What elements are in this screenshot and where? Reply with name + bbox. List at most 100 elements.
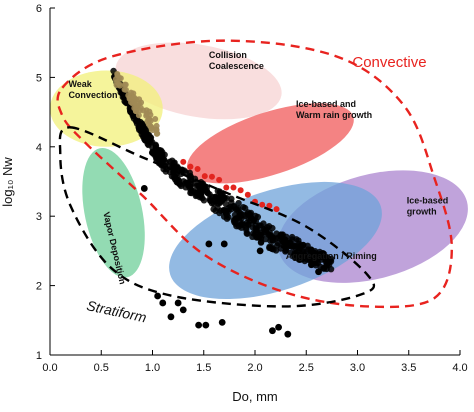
data-point: [152, 115, 159, 122]
data-point: [275, 323, 282, 331]
data-point: [146, 108, 153, 115]
x-tick-label: 2.5: [299, 362, 314, 374]
data-point: [153, 130, 160, 137]
y-tick-label: 1: [36, 350, 42, 362]
data-point: [288, 233, 296, 241]
data-point: [197, 192, 204, 200]
data-point: [308, 246, 315, 254]
data-point: [125, 92, 132, 99]
data-point: [228, 195, 235, 203]
data-point: [223, 184, 230, 191]
data-point: [266, 202, 273, 209]
data-point: [315, 268, 322, 276]
y-tick-label: 6: [36, 3, 42, 15]
data-point: [240, 203, 247, 211]
data-point: [304, 256, 311, 263]
data-point: [129, 100, 136, 107]
data-point: [195, 321, 203, 329]
data-point: [179, 306, 187, 314]
data-point: [146, 137, 153, 144]
data-point: [133, 120, 141, 127]
y-axis-label: log₁₀ Nw: [0, 157, 15, 207]
data-point: [218, 318, 226, 326]
data-point: [206, 195, 214, 203]
data-point: [267, 244, 274, 252]
convective-boundary: [56, 39, 454, 309]
data-point: [286, 242, 294, 249]
data-point: [160, 156, 168, 163]
data-point: [200, 197, 208, 204]
data-point: [243, 230, 250, 237]
data-point: [140, 185, 148, 192]
region-label-1: Weak Convection: [68, 79, 117, 100]
data-point: [131, 94, 138, 101]
x-axis-label: Do, mm: [232, 389, 278, 404]
data-point: [282, 247, 290, 254]
data-point: [160, 165, 167, 173]
data-point: [151, 151, 158, 158]
data-point: [295, 237, 302, 244]
data-point: [136, 96, 143, 103]
data-point: [324, 254, 331, 261]
data-point: [267, 232, 275, 239]
region-ellipse-5: [82, 147, 145, 278]
data-point: [167, 313, 175, 321]
data-point: [187, 163, 194, 170]
x-tick-label: 0.0: [42, 362, 57, 374]
data-point: [297, 243, 305, 250]
data-point: [230, 184, 237, 191]
y-tick-label: 5: [36, 72, 42, 84]
x-tick-label: 0.5: [94, 362, 109, 374]
data-point: [283, 233, 290, 240]
data-point: [277, 232, 284, 240]
data-point: [257, 231, 264, 238]
data-point: [115, 80, 122, 87]
data-point: [237, 187, 244, 194]
y-tick-label: 2: [36, 281, 42, 293]
data-point: [277, 245, 284, 252]
data-point: [212, 207, 219, 215]
data-point: [161, 151, 168, 158]
data-point: [256, 247, 264, 255]
data-point: [175, 177, 182, 184]
data-point: [223, 211, 231, 219]
scatter-points: [110, 67, 335, 338]
data-point: [122, 81, 129, 88]
data-point: [227, 206, 235, 213]
data-point: [174, 299, 182, 307]
region-label-3: Ice-based growth: [407, 196, 449, 217]
data-point: [208, 173, 215, 180]
x-tick-label: 1.0: [145, 362, 160, 374]
region-ellipse-2: [186, 103, 354, 184]
data-point: [159, 299, 167, 307]
data-point: [252, 212, 259, 220]
data-point: [307, 261, 315, 269]
data-point: [292, 250, 300, 258]
data-point: [194, 165, 201, 172]
data-point: [201, 173, 208, 180]
data-point: [236, 218, 243, 225]
data-point: [323, 265, 330, 273]
data-point: [155, 147, 162, 154]
data-point: [122, 86, 129, 93]
x-tick-label: 2.0: [247, 362, 262, 374]
data-point: [237, 213, 244, 220]
axes: 0.0 0.5 1.0 1.5 2.0 2.5 3.0 3.5 4.0 1 2 3 4 5 6: [36, 3, 468, 374]
x-tick-label: 4.0: [452, 362, 467, 374]
x-tick-label: 3.5: [401, 362, 416, 374]
data-point: [220, 240, 228, 248]
data-point: [269, 327, 276, 335]
data-point: [284, 330, 292, 338]
data-point: [318, 256, 325, 263]
data-point: [114, 72, 121, 79]
x-tick-label: 3.0: [350, 362, 365, 374]
data-point: [145, 121, 152, 128]
data-point: [222, 201, 230, 208]
data-point: [171, 159, 178, 166]
data-point: [273, 206, 280, 213]
data-point: [259, 201, 266, 208]
data-point: [206, 191, 213, 198]
data-point: [153, 126, 160, 133]
data-point: [244, 191, 251, 198]
data-point: [216, 176, 223, 183]
